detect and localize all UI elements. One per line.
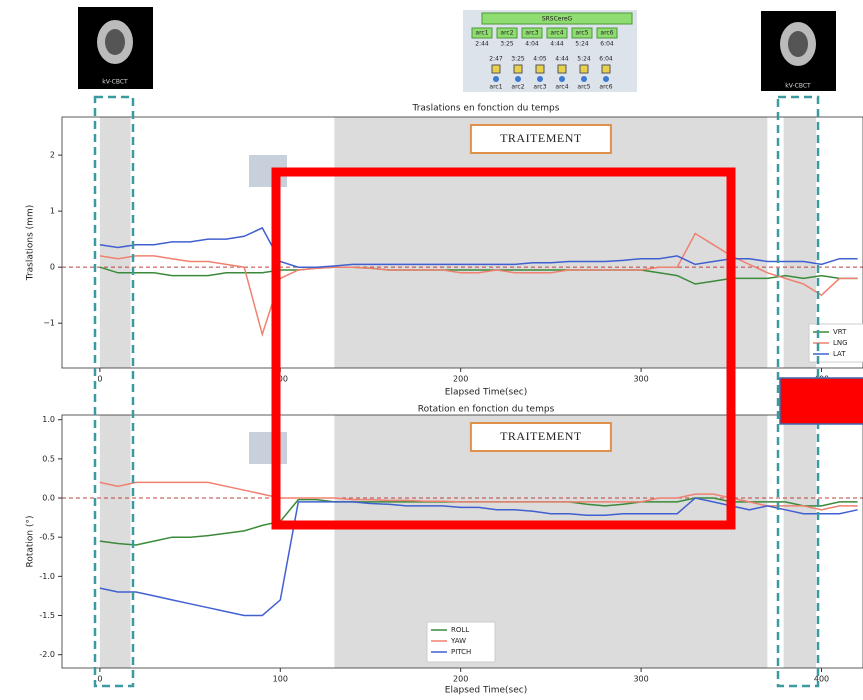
arc-label: arc6 bbox=[600, 30, 613, 37]
x-axis-label: Elapsed Time(sec) bbox=[445, 388, 527, 398]
protocol: SRSCereG bbox=[542, 16, 573, 23]
arc-time: 4:44 bbox=[550, 41, 564, 48]
x-tick-label: 400 bbox=[814, 675, 829, 684]
page: {"header": {"protocol": "SRSCereG", "arc… bbox=[0, 0, 863, 700]
y-tick-label: -1.0 bbox=[39, 572, 55, 581]
legend-label: LAT bbox=[833, 350, 846, 358]
thumbnail: kV-CBCT bbox=[761, 11, 836, 91]
arc-star bbox=[493, 76, 499, 82]
x-tick-label: 0 bbox=[97, 675, 102, 684]
arc-icon bbox=[602, 65, 610, 73]
arc-label: arc1 bbox=[475, 30, 488, 37]
screenshot: SRSCereG arc1 2:44 2:47 arc1 arc2 3:25 3:25 arc… bbox=[0, 0, 863, 700]
arc-icon bbox=[492, 65, 500, 73]
arc-label: arc2 bbox=[511, 84, 524, 91]
arc-label: arc3 bbox=[525, 30, 538, 37]
thumb-inner bbox=[105, 29, 125, 55]
arc-time: 4:44 bbox=[555, 56, 569, 63]
y-tick-label: 1.0 bbox=[42, 415, 55, 424]
x-tick-label: 200 bbox=[453, 375, 468, 384]
y-tick-label: 2 bbox=[50, 151, 55, 160]
arc-star bbox=[559, 76, 565, 82]
y-axis-label: Rotation (°) bbox=[26, 515, 36, 567]
arc-label: arc5 bbox=[577, 84, 590, 91]
arc-time: 2:47 bbox=[489, 56, 503, 63]
thumbnail: kV-CBCT bbox=[78, 7, 153, 89]
shaded-region bbox=[100, 117, 131, 368]
x-tick-label: 0 bbox=[97, 375, 102, 384]
arc-time: 6:04 bbox=[599, 56, 613, 63]
arc-icon bbox=[580, 65, 588, 73]
arc-time: 5:24 bbox=[575, 41, 589, 48]
arc-label: arc1 bbox=[489, 84, 502, 91]
arc-label: arc2 bbox=[500, 30, 513, 37]
x-tick-label: 300 bbox=[633, 375, 648, 384]
arc-star bbox=[537, 76, 543, 82]
arc-star bbox=[515, 76, 521, 82]
red-block bbox=[780, 378, 863, 424]
shaded-region bbox=[334, 415, 767, 668]
legend-label: LNG bbox=[833, 339, 848, 347]
thumb-label: kV-CBCT bbox=[102, 79, 128, 86]
y-tick-label: -1.5 bbox=[39, 611, 55, 620]
thumb-label: kV-CBCT bbox=[785, 83, 811, 90]
y-tick-label: -0.5 bbox=[39, 533, 55, 542]
y-tick-label: 0.5 bbox=[42, 454, 55, 463]
arc-time: 3:25 bbox=[500, 41, 514, 48]
arc-icon bbox=[514, 65, 522, 73]
arc-star bbox=[581, 76, 587, 82]
arc-label: arc4 bbox=[555, 84, 568, 91]
legend-label: VRT bbox=[833, 328, 847, 336]
charts: 2 1 0 −1 0 100 200 300 400 Traslations en fonctio… bbox=[26, 104, 863, 696]
x-tick-label: 300 bbox=[633, 675, 648, 684]
arc-icon bbox=[558, 65, 566, 73]
arc-time: 6:04 bbox=[600, 41, 614, 48]
arc-time: 4:05 bbox=[533, 56, 547, 63]
arc-time: 4:04 bbox=[525, 41, 539, 48]
chart-title: Rotation en fonction du temps bbox=[418, 405, 555, 415]
arc-table: SRSCereG arc1 2:44 2:47 arc1 arc2 3:25 3:25 arc… bbox=[463, 10, 637, 92]
icon bbox=[249, 432, 287, 464]
y-tick-label: 0.0 bbox=[42, 494, 55, 503]
y-tick-label: 1 bbox=[50, 207, 55, 216]
x-tick-label: 100 bbox=[273, 675, 288, 684]
arc-time: 5:24 bbox=[577, 56, 591, 63]
y-axis-label: Traslations (mm) bbox=[26, 205, 36, 281]
y-tick-label: −1 bbox=[43, 319, 55, 328]
legend-label: PITCH bbox=[451, 648, 471, 656]
chart-title: Traslations en fonction du temps bbox=[412, 104, 560, 114]
annotation: TRAITEMENT bbox=[500, 131, 582, 145]
legend-label: YAW bbox=[450, 637, 466, 645]
arc-time: 3:25 bbox=[511, 56, 525, 63]
legend-label: ROLL bbox=[451, 626, 469, 634]
arc-label: arc5 bbox=[575, 30, 588, 37]
arc-label: arc6 bbox=[599, 84, 612, 91]
thumb-inner bbox=[788, 31, 808, 57]
arc-label: arc3 bbox=[533, 84, 546, 91]
x-axis-label: Elapsed Time(sec) bbox=[445, 686, 527, 696]
y-tick-label: 0 bbox=[50, 263, 55, 272]
arc-star bbox=[603, 76, 609, 82]
arc-label: arc4 bbox=[550, 30, 563, 37]
arc-time: 2:44 bbox=[475, 41, 489, 48]
x-tick-label: 200 bbox=[453, 675, 468, 684]
arc-icon bbox=[536, 65, 544, 73]
shaded-region bbox=[334, 117, 767, 368]
annotation: TRAITEMENT bbox=[500, 429, 582, 443]
y-tick-label: -2.0 bbox=[39, 650, 55, 659]
shaded-region bbox=[784, 415, 816, 668]
